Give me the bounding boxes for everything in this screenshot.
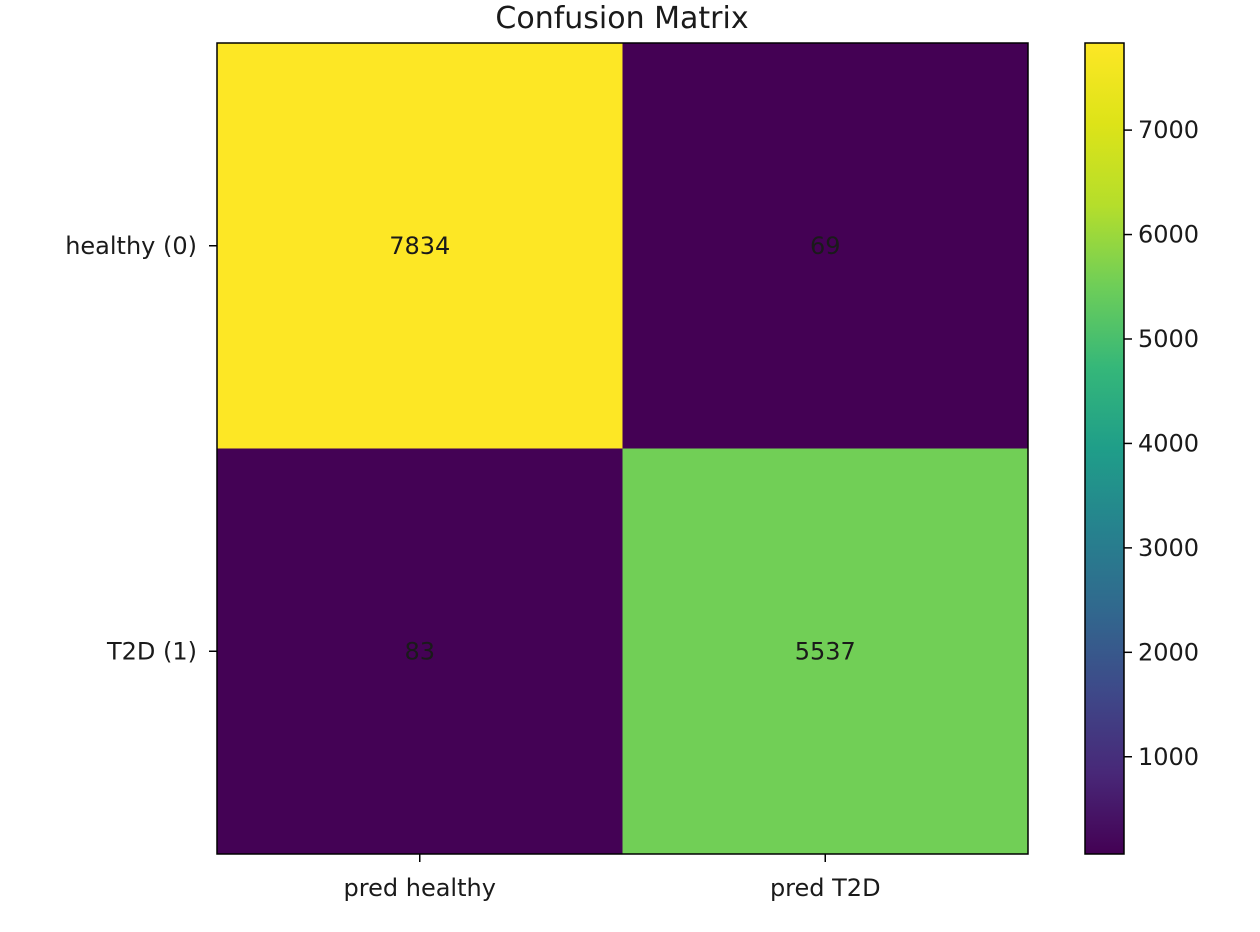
- colorbar-tick-label: 6000: [1138, 221, 1199, 249]
- heatmap-cell: [217, 43, 623, 449]
- colorbar-tick-label: 7000: [1138, 116, 1199, 144]
- colorbar: [1084, 42, 1125, 855]
- heatmap-cell: [622, 43, 1028, 449]
- heatmap-frame: [216, 42, 1029, 855]
- x-tick-label: pred T2D: [770, 874, 881, 902]
- colorbar-tick-label: 2000: [1138, 638, 1199, 666]
- cell-value-label: 7834: [389, 232, 450, 260]
- colorbar-ticks: 1000 2000 3000 4000 5000 6000 7000: [1124, 116, 1199, 771]
- colorbar-tick-label: 3000: [1138, 534, 1199, 562]
- column-labels: pred healthy pred T2D: [344, 854, 881, 902]
- cell-value-label: 69: [810, 232, 841, 260]
- x-tick-label: pred healthy: [344, 874, 496, 902]
- heatmap-cell: [622, 448, 1028, 854]
- heatmap-cells: 7834 69 83 5537: [217, 43, 1028, 854]
- cell-value-label: 5537: [795, 637, 856, 665]
- chart-title: Confusion Matrix: [495, 1, 748, 36]
- heatmap-cell: [217, 448, 623, 854]
- cell-value-label: 83: [404, 637, 435, 665]
- colorbar-tick-label: 1000: [1138, 743, 1199, 771]
- colorbar-tick-label: 5000: [1138, 325, 1199, 353]
- y-tick-label: T2D (1): [106, 637, 197, 665]
- colorbar-tick-label: 4000: [1138, 429, 1199, 457]
- y-tick-label: healthy (0): [65, 232, 197, 260]
- row-labels: healthy (0) T2D (1): [65, 232, 217, 665]
